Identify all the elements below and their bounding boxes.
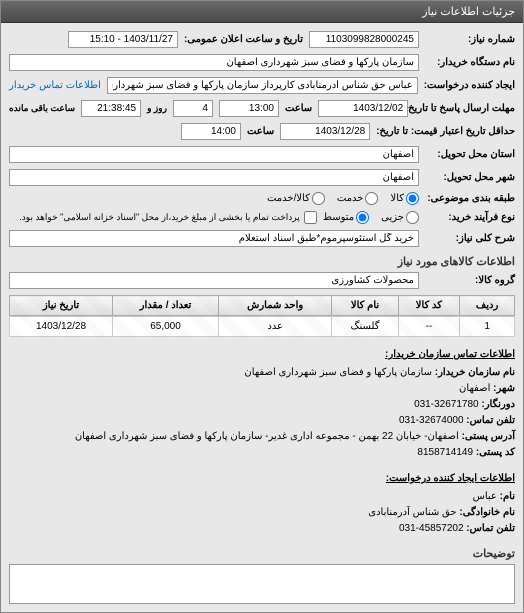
cat-service-label: خدمت (337, 193, 364, 204)
cell-code: -- (398, 317, 460, 337)
min-expiry-time-input[interactable] (181, 123, 241, 140)
contact-info-link[interactable]: اطلاعات تماس خریدار (9, 80, 101, 91)
rc-phone-label: تلفن تماس: (466, 523, 515, 534)
bc-fax-label: دورنگار: (481, 399, 515, 410)
goods-table: ردیف کد کالا نام کالا واحد شمارش تعداد /… (9, 295, 515, 337)
rc-family-label: نام خانوادگی: (459, 507, 515, 518)
bc-postal: اصفهان- خیابان 22 بهمن - مجموعه اداری غد… (75, 431, 459, 442)
bc-org: سازمان پارکها و فضای سبز شهرداری اصفهان (244, 367, 432, 378)
col-date: تاریخ نیاز (10, 296, 113, 316)
bc-zip: 8158714149 (417, 447, 473, 458)
proc-medium-radio[interactable]: متوسط (323, 211, 369, 224)
bc-phone-label: تلفن تماس: (466, 415, 515, 426)
proc-small-label: جزیی (381, 212, 404, 223)
province-label: استان محل تحویل: (425, 149, 515, 160)
process-label: نوع فرآیند خرید: (425, 212, 515, 223)
bc-org-label: نام سازمان خریدار: (435, 367, 515, 378)
rc-family: حق شناس آدرمنابادی (368, 507, 456, 518)
requester-contact-heading: اطلاعات ایجاد کننده درخواست: (9, 471, 515, 487)
description-box[interactable] (9, 564, 515, 604)
cell-row: 1 (460, 317, 515, 337)
remain-input[interactable] (81, 100, 141, 117)
cell-name: گلسنگ (332, 317, 398, 337)
cell-unit: عدد (218, 317, 331, 337)
city-input[interactable] (9, 169, 419, 186)
deadline-time-label: ساعت (285, 103, 312, 114)
requester-contact-block: اطلاعات ایجاد کننده درخواست: نام: عباس ن… (9, 471, 515, 537)
bc-zip-label: کد پستی: (476, 447, 515, 458)
deadline-label: مهلت ارسال پاسخ تا تاریخ: (414, 103, 515, 114)
bc-phone: 32674000-031 (399, 415, 464, 426)
cat-goods-radio[interactable]: کالا (390, 192, 419, 205)
cat-goods-input[interactable] (406, 192, 419, 205)
cat-goods-label: کالا (390, 193, 404, 204)
rc-name: عباس (473, 491, 497, 502)
requester-input[interactable] (107, 77, 418, 94)
details-panel: جزئیات اطلاعات نیاز شماره نیاز: تاریخ و … (0, 0, 524, 613)
proc-medium-label: متوسط (323, 212, 354, 223)
days-input[interactable] (173, 100, 213, 117)
panel-content: شماره نیاز: تاریخ و ساعت اعلان عمومی: نا… (1, 23, 523, 612)
col-unit: واحد شمارش (218, 296, 331, 316)
col-qty: تعداد / مقدار (113, 296, 219, 316)
description-title: توضیحات (9, 547, 515, 560)
requester-label: ایجاد کننده درخواست: (424, 80, 515, 91)
min-expiry-date-input[interactable] (280, 123, 370, 140)
need-number-label: شماره نیاز: (425, 34, 515, 45)
table-row: 1 -- گلسنگ عدد 65,000 1403/12/28 (10, 317, 515, 337)
goods-group-input[interactable] (9, 272, 419, 289)
goods-section-title: اطلاعات کالاهای مورد نیاز (9, 255, 515, 268)
payment-checkbox[interactable]: پرداخت تمام یا بخشی از مبلغ خرید،از محل … (19, 211, 316, 224)
category-label: طبقه بندی موضوعی: (425, 193, 515, 204)
bc-fax: 32671780-031 (414, 399, 479, 410)
cat-service-radio[interactable]: خدمت (337, 192, 379, 205)
table-header-row: ردیف کد کالا نام کالا واحد شمارش تعداد /… (10, 296, 515, 316)
cat-goods-service-radio[interactable]: کالا/خدمت (267, 192, 325, 205)
days-label: روز و (147, 103, 167, 114)
buyer-org-input[interactable] (9, 54, 419, 71)
proc-small-radio[interactable]: جزیی (381, 211, 419, 224)
bc-city-label: شهر: (493, 383, 515, 394)
buyer-contact-block: اطلاعات تماس سازمان خریدار: نام سازمان خ… (9, 347, 515, 461)
province-input[interactable] (9, 146, 419, 163)
cell-qty: 65,000 (113, 317, 219, 337)
deadline-time-input[interactable] (219, 100, 279, 117)
remain-label: ساعت باقی مانده (9, 103, 75, 114)
buyer-org-label: نام دستگاه خریدار: (425, 57, 515, 68)
buyer-contact-heading: اطلاعات تماس سازمان خریدار: (9, 347, 515, 363)
proc-medium-input[interactable] (356, 211, 369, 224)
goods-group-label: گروه کالا: (425, 275, 515, 286)
announce-input[interactable] (68, 31, 178, 48)
need-desc-input[interactable] (9, 230, 419, 247)
announce-label: تاریخ و ساعت اعلان عمومی: (184, 34, 303, 45)
min-expiry-label: حداقل تاریخ اعتبار قیمت: تا تاریخ: (376, 126, 515, 137)
cat-goods-service-label: کالا/خدمت (267, 193, 310, 204)
bc-city: اصفهان (459, 383, 490, 394)
bc-postal-label: آدرس پستی: (462, 431, 515, 442)
city-label: شهر محل تحویل: (425, 172, 515, 183)
cell-date: 1403/12/28 (10, 317, 113, 337)
deadline-date-input[interactable] (318, 100, 408, 117)
cat-goods-service-input[interactable] (312, 192, 325, 205)
need-desc-label: شرح کلی نیاز: (425, 233, 515, 244)
col-row: ردیف (460, 296, 515, 316)
category-radio-group: کالا خدمت کالا/خدمت (267, 192, 419, 205)
proc-small-input[interactable] (406, 211, 419, 224)
min-expiry-time-label: ساعت (247, 126, 274, 137)
rc-name-label: نام: (500, 491, 515, 502)
payment-checkbox-input[interactable] (304, 211, 317, 224)
col-code: کد کالا (398, 296, 460, 316)
payment-note: پرداخت تمام یا بخشی از مبلغ خرید،از محل … (19, 212, 299, 223)
rc-phone: 45857202-031 (399, 523, 464, 534)
need-number-input[interactable] (309, 31, 419, 48)
cat-service-input[interactable] (365, 192, 378, 205)
col-name: نام کالا (332, 296, 398, 316)
panel-header: جزئیات اطلاعات نیاز (1, 1, 523, 23)
process-radio-group: جزیی متوسط (323, 211, 419, 224)
